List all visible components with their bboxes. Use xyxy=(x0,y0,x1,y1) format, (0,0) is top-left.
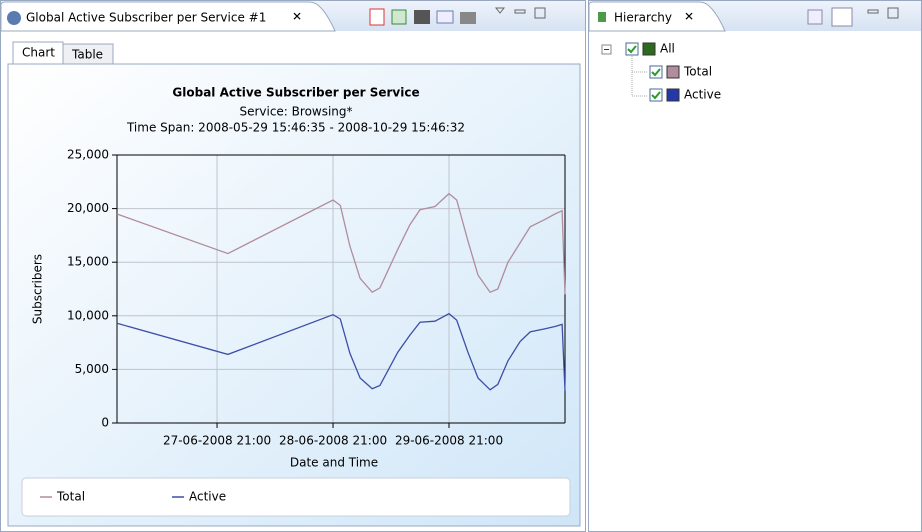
checkbox xyxy=(649,88,663,102)
legend xyxy=(21,477,571,517)
menu-icon[interactable] xyxy=(494,7,506,14)
check xyxy=(651,68,661,77)
node-label: Total xyxy=(683,65,712,79)
color-swatch xyxy=(666,88,680,102)
chart: Global Active Subscriber per Service Ser… xyxy=(21,86,571,517)
check xyxy=(651,91,661,100)
x-tick-label: 29-06-2008 21:00 xyxy=(395,434,503,448)
hierarchy-icon xyxy=(598,12,606,22)
chart-tab-label: Chart xyxy=(22,46,55,60)
hierarchy-title: Hierarchy xyxy=(614,11,672,25)
pdf-icon[interactable] xyxy=(369,8,385,26)
filter-icon[interactable] xyxy=(831,7,853,27)
legend-label: Active xyxy=(189,490,226,504)
camera-icon[interactable] xyxy=(414,10,430,24)
series-line xyxy=(116,192,566,295)
hierarchy-panel xyxy=(588,0,922,532)
sort-icon[interactable] xyxy=(807,9,823,25)
checkbox xyxy=(649,65,663,79)
editor-tab-title: Global Active Subscriber per Service #1 xyxy=(26,11,266,25)
check xyxy=(627,45,637,54)
close-icon[interactable]: ✕ xyxy=(684,10,694,24)
checkbox xyxy=(625,42,639,56)
color-swatch xyxy=(642,42,656,56)
mail-icon[interactable] xyxy=(436,10,454,24)
y-axis-label: Subscribers xyxy=(31,254,45,324)
y-tick-label: 15,000 xyxy=(67,255,109,269)
tree-lines xyxy=(631,56,648,97)
tab-icon xyxy=(7,11,21,25)
y-tick-label: 25,000 xyxy=(67,148,109,162)
chart-title: Global Active Subscriber per Service xyxy=(172,86,419,100)
x-axis-label: Date and Time xyxy=(290,456,378,470)
y-tick-label: 5,000 xyxy=(75,362,109,376)
print-icon[interactable] xyxy=(460,12,476,24)
x-tick-label: 27-06-2008 21:00 xyxy=(163,434,271,448)
close-icon[interactable]: ✕ xyxy=(292,10,302,24)
tree: All Total Active xyxy=(625,42,721,102)
maximize-icon[interactable] xyxy=(887,7,899,19)
editor-tab[interactable] xyxy=(0,1,336,32)
y-tick-label: 0 xyxy=(101,416,109,430)
chart-subtitle: Service: Browsing* xyxy=(239,105,352,119)
minimize-icon[interactable] xyxy=(514,9,526,14)
y-tick-label: 20,000 xyxy=(67,201,109,215)
node-label: All xyxy=(660,42,675,56)
hierarchy-tab[interactable] xyxy=(588,1,726,32)
legend-label: Total xyxy=(56,490,85,504)
series-line xyxy=(116,312,566,391)
table-tab-label: Table xyxy=(71,48,103,62)
maximize-icon[interactable] xyxy=(534,7,546,19)
time-span: Time Span: 2008-05-29 15:46:35 - 2008-10… xyxy=(126,121,465,135)
y-tick-label: 10,000 xyxy=(67,308,109,322)
color-swatch xyxy=(666,65,680,79)
chart-area xyxy=(7,63,581,527)
minimize-icon[interactable] xyxy=(867,9,879,14)
x-tick-label: 28-06-2008 21:00 xyxy=(279,434,387,448)
excel-icon[interactable] xyxy=(391,9,407,25)
node-label: Active xyxy=(684,88,721,102)
